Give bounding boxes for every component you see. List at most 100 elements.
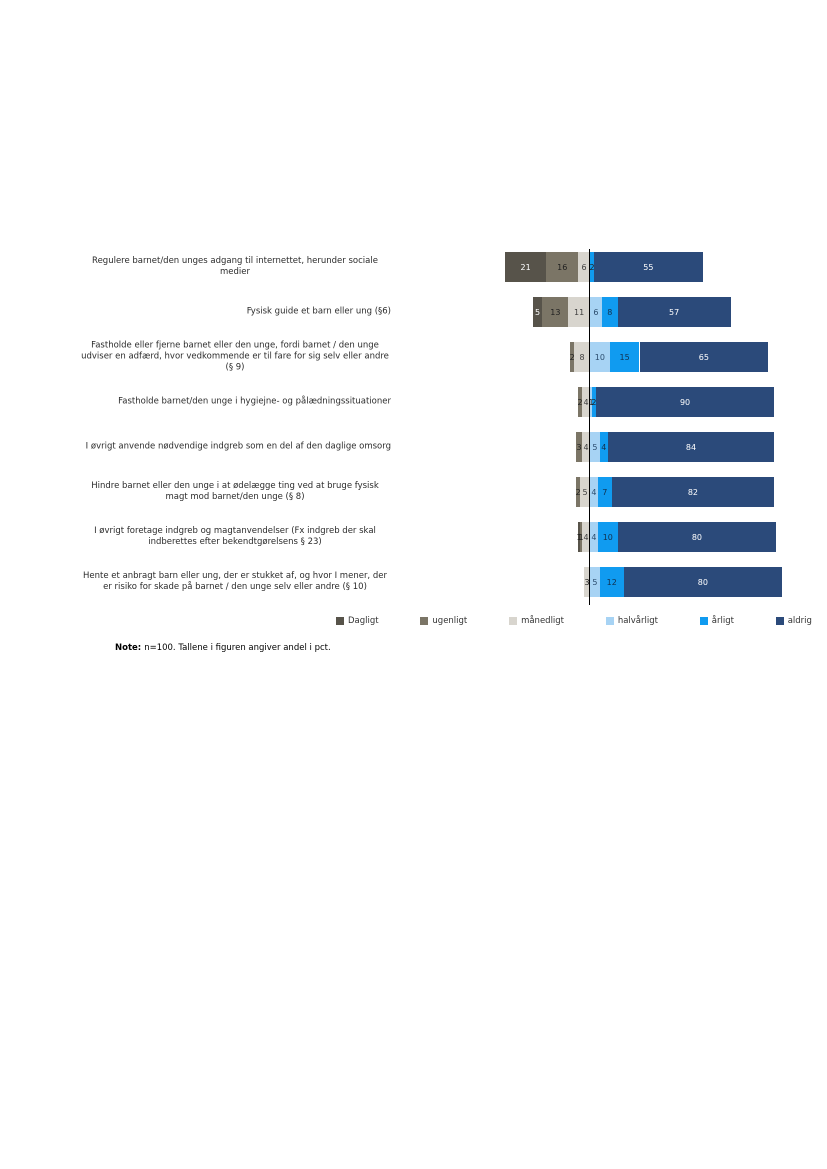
segment-value: 6 [581,262,587,272]
bar-segment-aldrig: 90 [595,387,775,417]
segment-value: 4 [583,442,589,452]
segment-value: 7 [602,487,608,497]
bar-segment-halvårligt: 5 [590,432,600,462]
bar-segment-aldrig: 57 [617,297,731,327]
bar-segment-ugenligt: 2 [569,342,575,372]
segment-value: 4 [583,397,589,407]
bar-segment-ugenligt: 13 [542,297,569,327]
segment-value: 57 [669,307,680,317]
segment-value: 12 [606,577,617,587]
segment-value: 8 [607,307,613,317]
legend-item-aldrig: aldrig [775,616,812,626]
bar-segment-halvårligt: 1 [588,387,594,417]
bar-segment-årligt: 12 [599,567,624,597]
segment-value: 80 [697,577,708,587]
bar-segment-aldrig: 82 [611,477,775,507]
legend-label: halvårligt [617,616,658,626]
segment-value: 82 [687,487,699,497]
legend-label: Dagligt [348,616,379,626]
bar-segment-dagligt: 1 [576,522,582,552]
bar-segment-aldrig: 84 [607,432,775,462]
legend: Dagligt ugenligt månedligt halvårligt årligt… [336,616,812,626]
segment-value: 8 [579,352,585,362]
legend-item-dagligt: Dagligt [336,616,379,626]
bar-segment-aldrig: 65 [639,342,769,372]
legend-item-månedligt: månedligt [509,616,564,626]
segment-value: 2 [569,352,575,362]
bar-segment-månedligt: 11 [568,297,590,327]
category-label: Hente et anbragt barn eller ung, der er … [83,571,387,592]
legend-label: årligt [711,616,734,626]
segment-value: 4 [601,442,607,452]
bar-segment-aldrig: 80 [623,567,783,597]
segment-value: 84 [685,442,697,452]
legend-label: månedligt [521,616,565,626]
segment-value: 5 [534,307,541,317]
segment-value: 4 [591,532,597,542]
segment-value: 3 [584,577,590,587]
bar-segment-dagligt: 21 [504,252,547,282]
segment-value: 11 [574,307,585,317]
legend-label: ugenligt [432,616,468,626]
note-text: n=100. Tallene i figuren angiver andel i… [144,643,331,653]
bar-segment-månedligt: 3 [584,567,590,597]
bar-segment-aldrig: 80 [617,522,777,552]
bar-segment-halvårligt: 4 [590,522,598,552]
bar-segment-månedligt: 4 [582,432,590,462]
legend-item-ugenligt: ugenligt [420,616,467,626]
bar-segment-halvårligt: 5 [590,567,600,597]
legend-swatch-icon [420,617,429,625]
axis-line [589,249,590,605]
segment-value: 13 [550,307,561,317]
bar-segment-månedligt: 8 [574,342,590,372]
legend-item-årligt: årligt [699,616,734,626]
bar-segment-månedligt: 6 [578,252,590,282]
segment-value: 15 [619,352,630,362]
legend-swatch-icon [605,617,614,625]
segment-value: 3 [576,442,582,452]
bar-segment-ugenligt: 2 [577,387,583,417]
segment-value: 80 [691,532,702,542]
segment-value: 1 [588,397,594,407]
segment-value: 1 [578,532,584,542]
segment-value: 4 [591,487,597,497]
segment-value: 55 [643,262,654,272]
segment-value: 5 [592,577,598,587]
bar-segment-årligt: 10 [597,522,618,552]
bar-segment-årligt: 4 [599,432,608,462]
bar-segment-ugenligt: 3 [576,432,583,462]
segment-value: 2 [577,397,583,407]
segment-value: 5 [592,442,598,452]
note-label: Note: [115,643,142,653]
segment-value: 10 [594,352,605,362]
segment-value: 1 [576,532,582,542]
category-label: Regulere barnet/den unges adgang til int… [92,256,378,277]
bar-segment-månedligt: 4 [582,387,590,417]
category-label: I øvrigt foretage indgreb og magtanvende… [94,526,376,547]
segment-value: 65 [698,352,709,362]
segment-value: 21 [520,262,531,272]
bar-segment-ugenligt: 16 [546,252,579,282]
segment-value: 2 [589,262,595,272]
segment-value: 6 [593,307,599,317]
bar-segment-halvårligt: 4 [590,477,598,507]
bar-segment-aldrig: 55 [593,252,703,282]
bar-segment-ugenligt: 2 [575,477,581,507]
legend-swatch-icon [509,617,518,625]
bar-segment-årligt: 7 [597,477,612,507]
segment-value: 4 [583,532,589,542]
chart: Regulere barnet/den unges adgang til int… [81,249,812,626]
category-label: Hindre barnet eller den unge i at ødelæg… [91,481,379,502]
segment-value: 90 [679,397,691,407]
bar-segment-månedligt: 4 [582,522,590,552]
category-label: I øvrigt anvende nødvendige indgreb som … [85,441,391,452]
legend-swatch-icon [336,617,344,625]
bar-segment-årligt: 8 [601,297,618,327]
bar-segment-årligt: 2 [589,252,595,282]
legend-label: aldrig [787,616,812,626]
legend-item-halvårligt: halvårligt [605,616,658,626]
segment-value: 2 [591,397,597,407]
segment-value: 2 [575,487,581,497]
bar-segment-halvårligt: 6 [590,297,602,327]
